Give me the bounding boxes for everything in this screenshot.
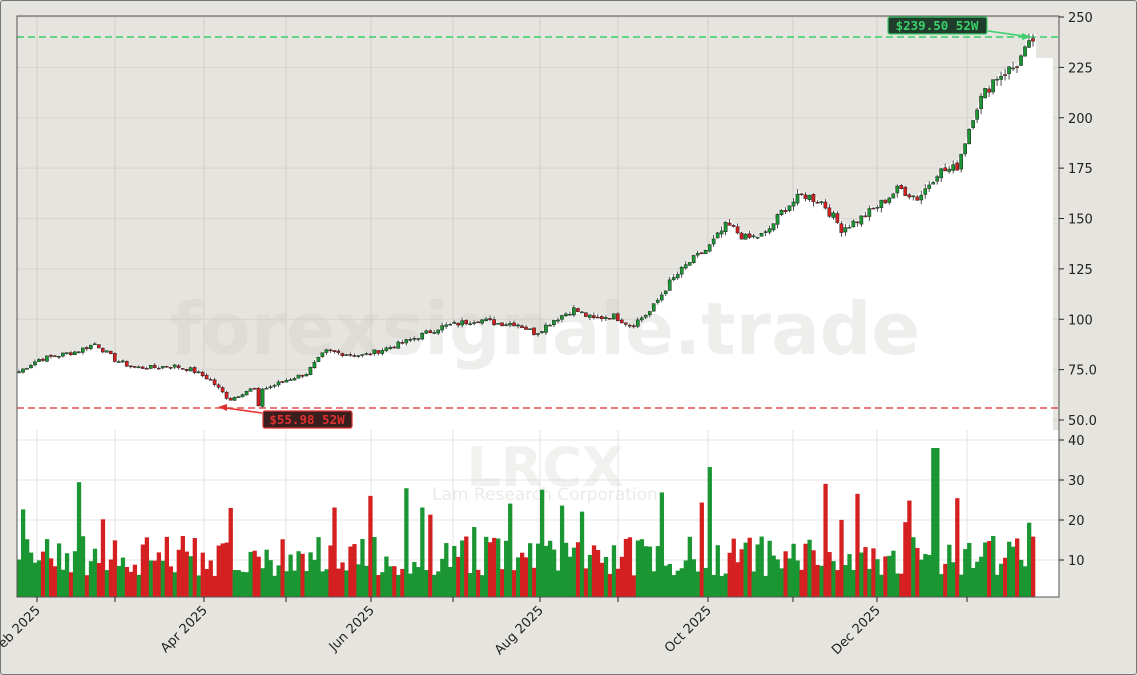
svg-text:50.0: 50.0 (1068, 414, 1097, 429)
below-price-fill (17, 33, 1053, 431)
svg-text:Aug 2025: Aug 2025 (492, 603, 547, 658)
svg-text:200: 200 (1068, 112, 1093, 127)
svg-text:75.0: 75.0 (1068, 364, 1097, 379)
low-arrow-head-icon (218, 404, 227, 411)
time-axis: Feb 2025 Apr 2025 Jun 2025 Aug 2025 Oct 2025… (0, 597, 968, 658)
high-arrow-head-icon (1022, 33, 1031, 40)
svg-text:175: 175 (1068, 162, 1093, 177)
svg-text:Apr 2025: Apr 2025 (158, 603, 211, 656)
volume-axis: 40 30 20 10 (1059, 434, 1085, 569)
svg-text:150: 150 (1068, 213, 1093, 228)
svg-text:20: 20 (1068, 514, 1085, 529)
svg-text:100: 100 (1068, 313, 1093, 328)
svg-text:30: 30 (1068, 474, 1085, 489)
svg-text:40: 40 (1068, 434, 1085, 449)
watermark-ticker: LRCX (466, 436, 623, 499)
high-arrow-icon (987, 30, 1025, 37)
low-52w-annotation: $55.98 52W (218, 404, 353, 429)
svg-text:Oct 2025: Oct 2025 (662, 603, 715, 656)
high-52w-annotation: $239.50 52W (887, 16, 1031, 40)
high-52w-label: $239.50 52W (896, 18, 979, 33)
watermark-company: Lam Research Corporation (432, 485, 658, 505)
svg-text:250: 250 (1068, 11, 1093, 26)
svg-text:125: 125 (1068, 263, 1093, 278)
axes-border (16, 15, 1060, 598)
candles (17, 33, 1035, 408)
volume-bars (17, 448, 1036, 597)
svg-text:10: 10 (1068, 554, 1085, 569)
svg-text:Dec 2025: Dec 2025 (829, 603, 884, 658)
svg-text:Feb 2025: Feb 2025 (0, 603, 44, 656)
low-52w-label: $55.98 52W (269, 412, 345, 427)
svg-text:225: 225 (1068, 61, 1093, 76)
low-arrow-icon (225, 407, 263, 414)
price-axis: 250 225 200 175 150 125 100 75.0 50.0 (1059, 11, 1097, 429)
svg-text:Jun 2025: Jun 2025 (326, 603, 378, 655)
